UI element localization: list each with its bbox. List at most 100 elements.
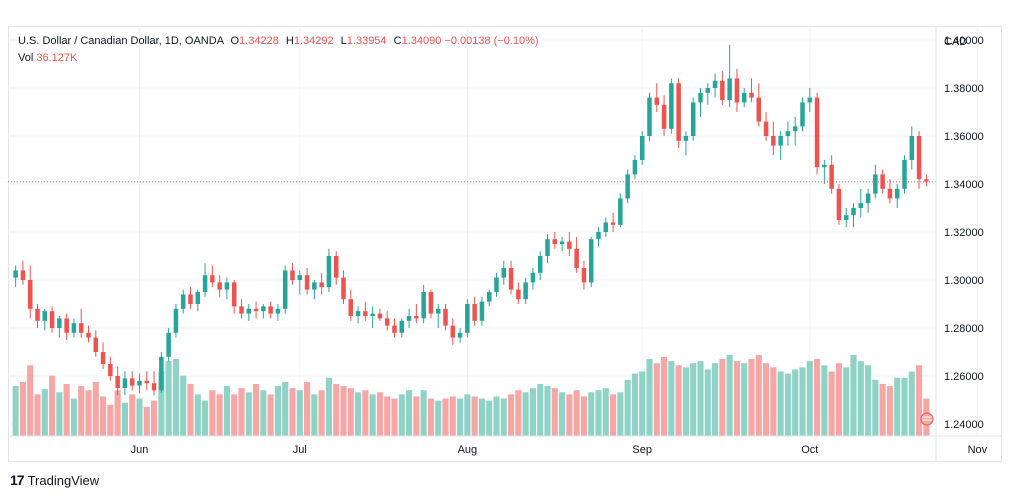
candle-body: [858, 203, 864, 208]
candle-body: [268, 306, 273, 314]
candle-body: [275, 308, 281, 314]
candle-body: [355, 311, 361, 316]
volume-bar: [879, 384, 886, 436]
candle-body: [494, 277, 499, 292]
volume-legend: Vol 36.127K: [18, 52, 77, 64]
volume-bar: [690, 363, 697, 436]
volume-bar: [719, 359, 726, 436]
volume-bar: [668, 361, 675, 436]
candle-body: [100, 352, 106, 364]
candle-body: [122, 378, 128, 388]
price-tick-label: 1.28000: [944, 323, 984, 335]
candle-body: [224, 282, 230, 290]
price-scale-currency: CAD: [944, 36, 967, 48]
volume-bar: [202, 400, 209, 436]
volume-bar: [333, 384, 340, 436]
candle-body: [151, 383, 157, 391]
volume-value: 36.127K: [36, 52, 78, 64]
volume-bar: [588, 392, 595, 436]
volume-bar: [843, 367, 850, 436]
candle-body: [501, 268, 507, 278]
volume-bar: [289, 388, 296, 436]
candle-body: [57, 318, 62, 328]
candle-body: [632, 160, 638, 175]
volume-bar: [172, 359, 179, 436]
volume-bar: [886, 386, 893, 436]
candle-body: [42, 311, 48, 321]
volume-bar: [114, 390, 121, 436]
volume-bar: [384, 396, 391, 436]
volume-bar: [814, 359, 821, 436]
price-tick-label: 1.38000: [944, 83, 984, 95]
volume-bar: [464, 394, 471, 436]
symbol-title[interactable]: U.S. Dollar / Canadian Dollar, 1D, OANDA: [18, 35, 224, 47]
candle-body: [785, 131, 791, 136]
volume-bar: [639, 371, 646, 436]
volume-bar: [143, 406, 150, 436]
candle-body: [421, 292, 426, 319]
volume-bar: [857, 361, 864, 436]
candle-body: [363, 311, 368, 316]
volume-bar: [231, 394, 238, 436]
candle-body: [414, 316, 419, 319]
candle-body: [902, 160, 907, 189]
volume-bar: [682, 367, 689, 436]
candle-body: [647, 97, 652, 136]
volume-bar: [92, 381, 99, 436]
candle-body: [246, 308, 252, 314]
price-axis[interactable]: 1.40000 1.38000 1.36000 1.34000 1.32000 1.300…: [944, 35, 984, 431]
volume-bar: [799, 367, 806, 436]
tradingview-brand[interactable]: 17 TradingView: [10, 472, 99, 488]
candle-body: [348, 299, 354, 316]
candle-body: [610, 222, 616, 225]
flag-icon[interactable]: [920, 412, 934, 426]
candle-body: [486, 292, 492, 302]
volume-bar: [908, 371, 915, 436]
candle-body: [384, 318, 390, 326]
volume-bar: [471, 396, 478, 436]
time-tick-label: Nov: [968, 444, 988, 456]
candle-body: [166, 332, 171, 357]
candle-body: [261, 306, 266, 312]
volume-bar: [282, 381, 289, 436]
candle-body: [253, 308, 259, 312]
candle-body: [188, 294, 193, 304]
candle-body: [741, 92, 747, 103]
close-value: 1.34090: [401, 35, 442, 47]
candle-body: [108, 364, 113, 376]
volume-bar: [602, 388, 609, 436]
volume-bar: [755, 354, 762, 436]
volume-bar: [427, 398, 434, 436]
volume-bar: [777, 371, 784, 436]
volume-bar: [551, 388, 558, 436]
candle-body: [851, 208, 856, 216]
volume-bar: [355, 392, 362, 436]
volume-bar: [850, 354, 857, 436]
volume-bar: [522, 392, 529, 436]
candle-body: [756, 97, 762, 122]
candle-body: [749, 92, 754, 98]
volume-bar: [828, 371, 835, 436]
candle-body: [690, 102, 696, 136]
candle-body: [326, 256, 332, 288]
time-tick-label: Sep: [632, 444, 652, 456]
candle-body: [822, 164, 827, 168]
volume-label[interactable]: Vol: [18, 52, 34, 64]
time-axis[interactable]: JunJulAugSepOctNovDe: [131, 444, 1012, 456]
volume-bar: [347, 388, 354, 436]
candle-body: [27, 280, 33, 309]
candle-body: [406, 316, 412, 321]
candle-body: [836, 188, 842, 220]
volume-bar: [369, 394, 376, 436]
candle-body: [49, 311, 55, 328]
volume-bar: [631, 373, 638, 436]
brand-name: TradingView: [27, 472, 100, 488]
time-tick-label: Jun: [131, 444, 149, 456]
volume-bar: [435, 400, 442, 436]
candle-body: [35, 308, 40, 321]
volume-bar: [457, 398, 464, 436]
volume-bar: [100, 396, 107, 436]
price-tick-label: 1.36000: [944, 131, 984, 143]
volume-bar: [78, 386, 85, 436]
